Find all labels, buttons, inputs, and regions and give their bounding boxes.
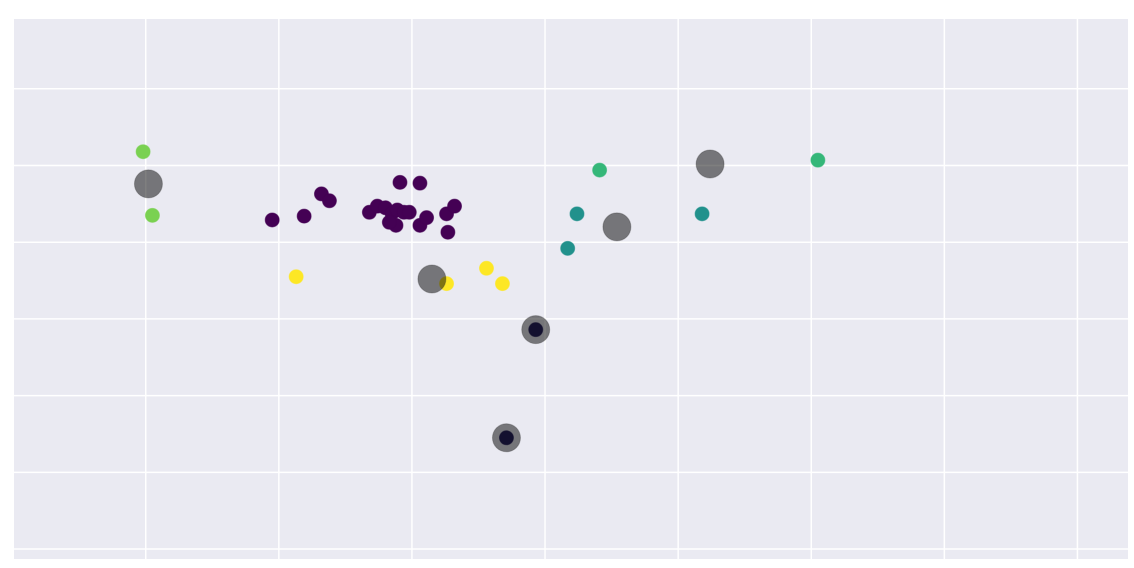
point <box>144 207 160 223</box>
centroid <box>133 169 163 199</box>
centroid <box>491 423 521 453</box>
plot-background <box>14 19 1128 559</box>
point <box>560 240 576 256</box>
point <box>494 276 510 292</box>
centroid <box>521 315 551 345</box>
point <box>440 224 456 240</box>
point <box>321 193 337 209</box>
point <box>412 175 428 191</box>
point <box>392 174 408 190</box>
point <box>135 144 151 160</box>
point <box>381 214 397 230</box>
point <box>592 162 608 178</box>
point <box>401 204 417 220</box>
point <box>288 269 304 285</box>
centroid <box>417 264 447 294</box>
point <box>296 208 312 224</box>
centroid <box>695 149 725 179</box>
point <box>478 260 494 276</box>
point <box>419 210 435 226</box>
point <box>569 206 585 222</box>
point <box>264 212 280 228</box>
point <box>694 206 710 222</box>
point <box>810 152 826 168</box>
point <box>447 198 463 214</box>
centroid <box>602 212 632 242</box>
